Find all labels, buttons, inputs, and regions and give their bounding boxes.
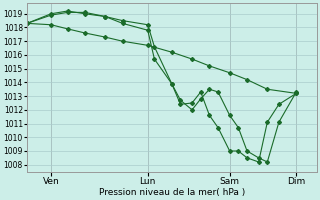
- X-axis label: Pression niveau de la mer( hPa ): Pression niveau de la mer( hPa ): [99, 188, 245, 197]
